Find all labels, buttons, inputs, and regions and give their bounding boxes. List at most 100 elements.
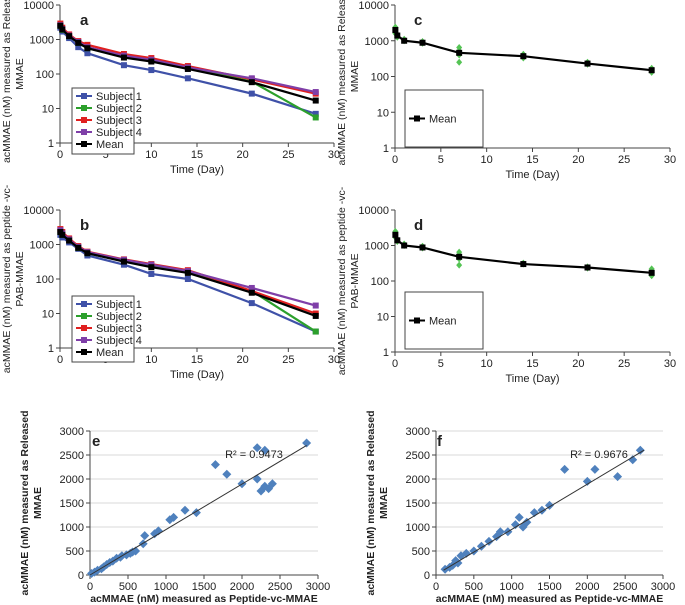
- legend-marker-c: [414, 115, 420, 122]
- legend-label-b: Subject 3: [96, 323, 142, 335]
- series-marker-b-subject-1: [184, 276, 191, 282]
- y-tick-label-f: 1500: [406, 498, 430, 510]
- x-tick-label-b: 20: [237, 354, 249, 366]
- scatter-point-e: [252, 443, 262, 453]
- x-tick-label-e: 2000: [230, 581, 254, 593]
- y-axis-title-e: MMAE: [32, 487, 44, 519]
- scatter-point-f: [484, 536, 494, 546]
- y-tick-label-b: 10: [42, 309, 54, 321]
- legend-marker-a: [81, 105, 87, 111]
- x-tick-label-c: 20: [572, 154, 584, 166]
- y-axis-title-a: acMMAE (nM) measured as Released: [1, 0, 13, 163]
- x-tick-label-b: 30: [328, 354, 340, 366]
- x-tick-label-c: 25: [618, 154, 630, 166]
- series-marker-b-subject-2: [312, 328, 319, 335]
- y-tick-label-a: 10000: [23, 0, 54, 12]
- scatter-point-f: [522, 517, 532, 527]
- y-axis-title-a: MMAE: [14, 58, 26, 90]
- series-marker-c-mean: [584, 60, 591, 67]
- scatter-point-f: [495, 527, 505, 537]
- legend-marker-a: [81, 141, 87, 147]
- y-axis-title-c: MMAE: [349, 61, 361, 93]
- x-tick-label-f: 2000: [575, 581, 599, 593]
- series-marker-b-subject-4: [248, 284, 255, 291]
- series-marker-a-subject-1: [84, 50, 91, 57]
- trendline-e: [89, 444, 307, 576]
- x-tick-label-e: 0: [87, 581, 93, 593]
- y-tick-label-c: 1000: [365, 36, 389, 48]
- scatter-point-f: [590, 464, 600, 474]
- legend-marker-a: [81, 129, 87, 135]
- legend-marker-b: [81, 325, 87, 331]
- series-marker-a-subject-1: [312, 110, 319, 117]
- series-marker-d-mean: [419, 244, 426, 251]
- series-marker-a-subject-4: [248, 75, 255, 82]
- series-marker-a-mean: [57, 22, 64, 29]
- x-axis-title-c: Time (Day): [506, 169, 560, 181]
- y-tick-label-c: 100: [371, 72, 389, 84]
- x-tick-label-d: 25: [618, 358, 630, 370]
- y-tick-label-a: 100: [36, 69, 54, 81]
- series-marker-a-subject-1: [184, 75, 191, 82]
- x-tick-label-e: 1000: [154, 581, 178, 593]
- y-tick-label-f: 3000: [406, 426, 430, 438]
- scatter-point-e: [222, 469, 232, 479]
- series-marker-d-mean: [392, 231, 399, 238]
- y-tick-label-f: 2500: [406, 450, 430, 462]
- legend-marker-b: [81, 301, 87, 307]
- x-tick-label-f: 0: [433, 581, 439, 593]
- scatter-point-e: [169, 512, 179, 522]
- series-marker-b-subject-4: [312, 302, 319, 309]
- legend-label-a: Subject 4: [96, 127, 142, 139]
- series-line-a-subject-1: [59, 27, 317, 115]
- x-tick-label-d: 10: [481, 358, 493, 370]
- x-tick-label-a: 20: [237, 149, 249, 161]
- legend-label-c: Mean: [429, 114, 457, 126]
- series-marker-a-mean: [184, 65, 191, 72]
- x-tick-label-d: 20: [572, 358, 584, 370]
- scatter-point-e: [140, 531, 150, 541]
- series-marker-c-mean: [401, 37, 408, 44]
- series-marker-a-mean: [75, 39, 82, 46]
- panel-letter-e: e: [92, 433, 100, 450]
- series-marker-b-mean: [75, 244, 82, 251]
- x-tick-label-f: 3000: [651, 581, 675, 593]
- scatter-point-f: [514, 512, 524, 522]
- y-axis-title-d: PAB-MMAE: [349, 253, 361, 308]
- y-tick-label-e: 500: [66, 546, 84, 558]
- y-axis-title-b: acMMAE (nM) measured as peptide -vc-: [1, 184, 13, 373]
- x-tick-label-c: 0: [392, 154, 398, 166]
- series-line-c-mean: [394, 29, 652, 72]
- series-marker-c-mean: [648, 67, 655, 74]
- x-tick-label-a: 30: [328, 149, 340, 161]
- series-marker-d-mean: [394, 237, 401, 244]
- y-tick-label-d: 100: [371, 276, 389, 288]
- subject-point-c: [456, 58, 463, 66]
- series-marker-a-mean: [248, 79, 255, 86]
- scatter-point-f: [582, 476, 592, 486]
- series-marker-d-mean: [456, 253, 463, 260]
- series-marker-b-subject-1: [148, 270, 155, 277]
- scatter-point-f: [510, 520, 520, 530]
- y-axis-title-e: acMMAE (nM) measured as Released: [19, 411, 31, 596]
- series-marker-c-mean: [419, 39, 426, 46]
- x-axis-title-f: acMMAE (nM) measured as Peptide-vc-MMAE: [436, 593, 664, 605]
- x-tick-label-a: 5: [103, 149, 109, 161]
- subject-point-d: [456, 261, 463, 269]
- legend-label-a: Subject 3: [96, 115, 142, 127]
- series-marker-c-mean: [392, 26, 399, 33]
- x-tick-label-b: 0: [57, 354, 63, 366]
- series-line-b-subject-1: [59, 234, 317, 333]
- x-tick-label-b: 10: [145, 354, 157, 366]
- x-tick-label-d: 0: [392, 358, 398, 370]
- series-marker-a-subject-1: [120, 62, 127, 69]
- y-tick-label-a: 1: [48, 138, 54, 150]
- r-squared-f: R² = 0.9676: [570, 449, 628, 461]
- series-marker-b-mean: [120, 258, 127, 265]
- series-marker-a-mean: [84, 45, 91, 52]
- y-tick-label-e: 1000: [60, 522, 84, 534]
- legend-label-b: Subject 4: [96, 335, 142, 347]
- legend-marker-a: [81, 117, 87, 123]
- legend-label-a: Subject 1: [96, 91, 142, 103]
